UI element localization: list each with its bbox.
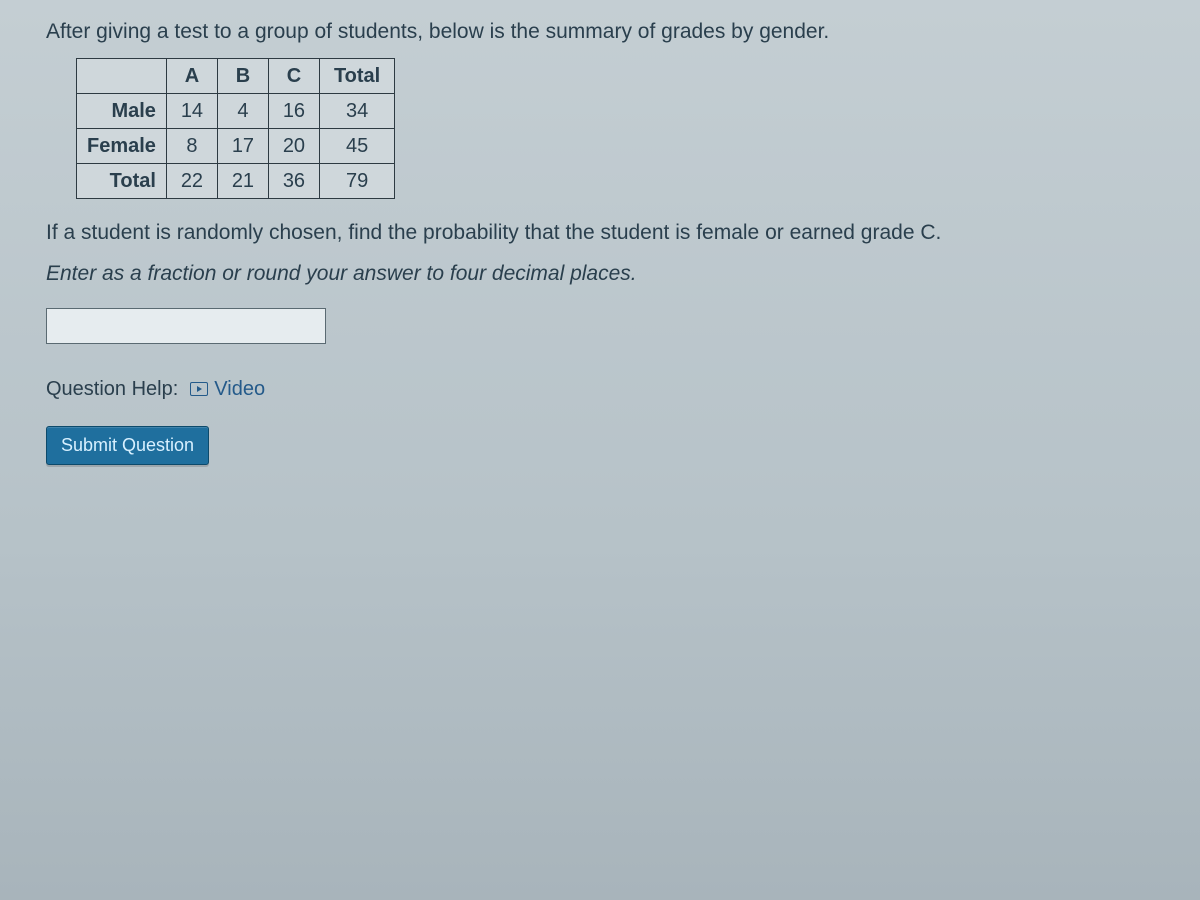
table-cell: 21 xyxy=(217,163,268,198)
prompt-line-2: If a student is randomly chosen, find th… xyxy=(46,217,1160,249)
table-cell: 45 xyxy=(319,128,394,163)
grades-table: A B C Total Male 14 4 16 34 Female 8 17 … xyxy=(76,58,395,199)
video-icon xyxy=(190,382,208,396)
table-cell: 20 xyxy=(268,128,319,163)
table-header-row: A B C Total xyxy=(77,58,395,93)
table-cell: 34 xyxy=(319,93,394,128)
video-help-link[interactable]: Video xyxy=(190,374,265,404)
submit-question-button[interactable]: Submit Question xyxy=(46,426,209,465)
row-label: Male xyxy=(77,93,167,128)
table-cell: 16 xyxy=(268,93,319,128)
prompt-line-1: After giving a test to a group of studen… xyxy=(46,16,1160,48)
video-help-label: Video xyxy=(214,374,265,404)
table-row: Female 8 17 20 45 xyxy=(77,128,395,163)
question-help-row: Question Help: Video xyxy=(46,374,1160,404)
table-cell: 8 xyxy=(166,128,217,163)
table-cell: 4 xyxy=(217,93,268,128)
table-cell: 36 xyxy=(268,163,319,198)
answer-input[interactable] xyxy=(46,308,326,344)
table-cell: 22 xyxy=(166,163,217,198)
col-header-total: Total xyxy=(319,58,394,93)
table-row: Male 14 4 16 34 xyxy=(77,93,395,128)
table-cell: 79 xyxy=(319,163,394,198)
table-corner-cell xyxy=(77,58,167,93)
table-cell: 17 xyxy=(217,128,268,163)
question-container: After giving a test to a group of studen… xyxy=(0,0,1200,505)
table-cell: 14 xyxy=(166,93,217,128)
col-header: C xyxy=(268,58,319,93)
table-row: Total 22 21 36 79 xyxy=(77,163,395,198)
col-header: B xyxy=(217,58,268,93)
col-header: A xyxy=(166,58,217,93)
row-label: Female xyxy=(77,128,167,163)
question-help-label: Question Help: xyxy=(46,374,178,404)
answer-format-instruction: Enter as a fraction or round your answer… xyxy=(46,258,1160,290)
row-label: Total xyxy=(77,163,167,198)
